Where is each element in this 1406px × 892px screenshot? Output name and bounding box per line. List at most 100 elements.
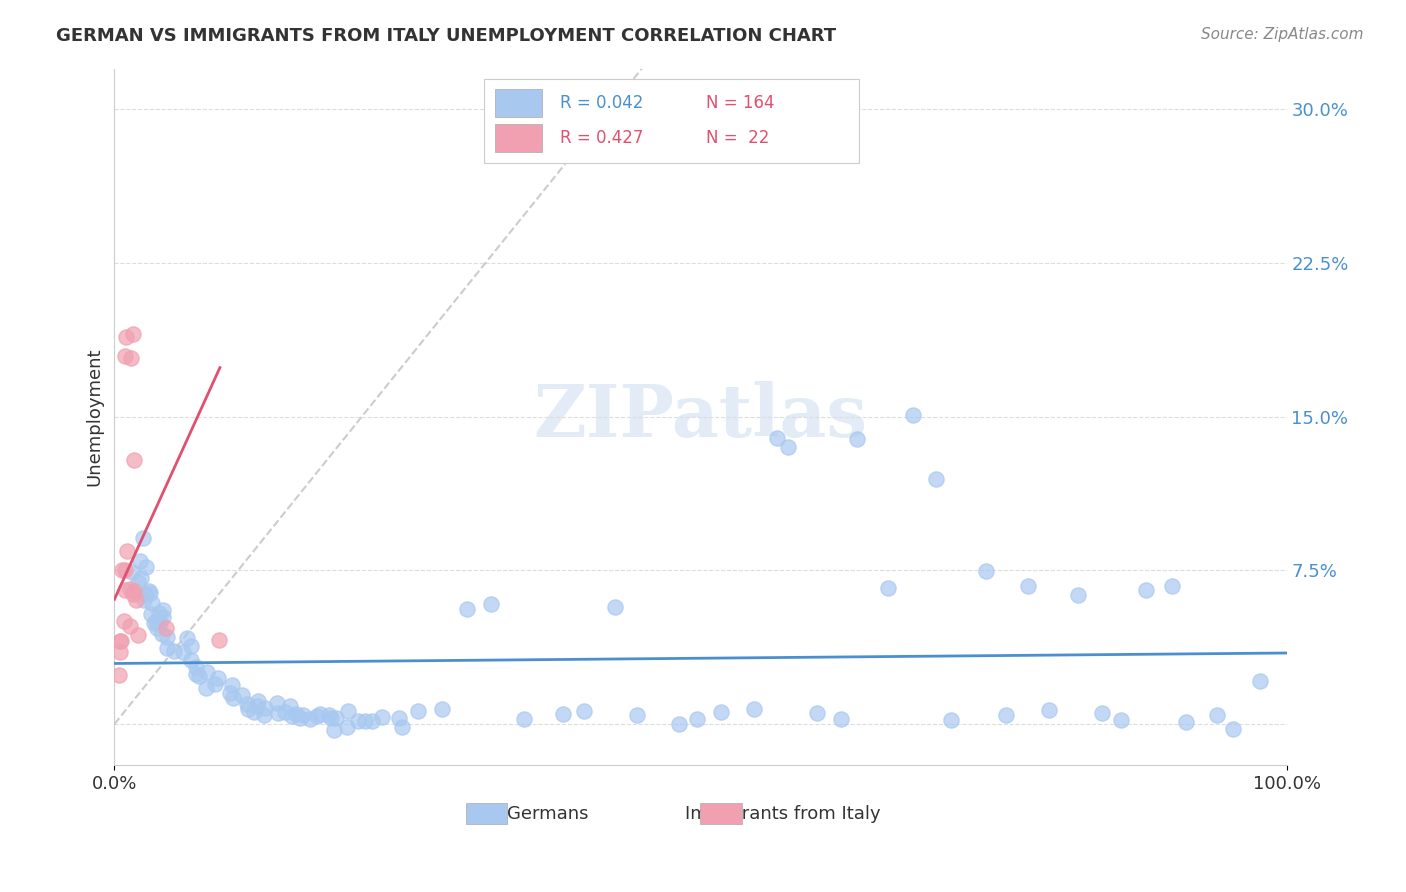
Germans <box>553 706 575 721</box>
Germans <box>1161 579 1184 593</box>
FancyBboxPatch shape <box>484 79 859 162</box>
Germans <box>456 602 478 616</box>
Immigrants from Italy <box>120 619 142 633</box>
Text: R = 0.427: R = 0.427 <box>560 129 643 147</box>
Immigrants from Italy <box>127 628 149 642</box>
Immigrants from Italy <box>120 351 142 366</box>
Germans <box>149 615 172 629</box>
Bar <box>465 804 508 824</box>
Immigrants from Italy <box>122 584 145 599</box>
Germans <box>127 574 149 589</box>
Germans <box>353 714 375 728</box>
Germans <box>267 706 290 720</box>
Germans <box>925 472 948 486</box>
Germans <box>336 720 359 734</box>
Germans <box>1017 579 1039 593</box>
Text: R = 0.042: R = 0.042 <box>560 95 643 112</box>
Germans <box>744 702 766 716</box>
Germans <box>319 711 342 725</box>
Germans <box>150 627 173 641</box>
Germans <box>195 681 218 695</box>
Germans <box>1174 715 1197 730</box>
Germans <box>195 665 218 679</box>
Germans <box>347 714 370 729</box>
Germans <box>995 708 1018 723</box>
Germans <box>235 697 257 711</box>
Germans <box>254 701 277 715</box>
Immigrants from Italy <box>122 326 145 341</box>
Germans <box>513 712 536 726</box>
Germans <box>1135 583 1157 598</box>
Germans <box>204 677 226 691</box>
Germans <box>148 606 170 620</box>
Germans <box>132 593 155 607</box>
Immigrants from Italy <box>118 582 141 596</box>
Germans <box>766 432 789 446</box>
Germans <box>1249 673 1271 688</box>
Germans <box>278 699 301 714</box>
Germans <box>129 554 152 568</box>
Germans <box>155 640 177 655</box>
Germans <box>135 560 157 574</box>
Germans <box>605 600 627 615</box>
Germans <box>152 609 174 624</box>
Text: N = 164: N = 164 <box>706 95 775 112</box>
Germans <box>274 705 297 719</box>
Germans <box>138 586 160 600</box>
Germans <box>285 706 308 721</box>
Germans <box>830 712 852 726</box>
Germans <box>172 645 194 659</box>
Bar <box>700 804 741 824</box>
Germans <box>219 686 242 700</box>
Germans <box>253 708 276 723</box>
Immigrants from Italy <box>115 544 138 558</box>
Germans <box>371 710 394 724</box>
Immigrants from Italy <box>108 668 131 682</box>
Germans <box>146 621 169 635</box>
Germans <box>776 440 799 454</box>
Germans <box>221 678 243 692</box>
Immigrants from Italy <box>122 453 145 467</box>
Germans <box>243 706 266 720</box>
Germans <box>207 671 229 685</box>
Germans <box>846 432 869 446</box>
Germans <box>138 584 160 599</box>
Germans <box>139 607 162 622</box>
Germans <box>406 705 429 719</box>
Germans <box>180 653 202 667</box>
Germans <box>941 714 963 728</box>
Text: Germans: Germans <box>508 805 589 822</box>
Germans <box>876 581 898 595</box>
Germans <box>163 644 186 658</box>
Immigrants from Italy <box>114 583 136 598</box>
Text: N =  22: N = 22 <box>706 129 769 147</box>
Germans <box>176 631 198 645</box>
Germans <box>152 603 174 617</box>
Germans <box>121 565 143 579</box>
Germans <box>974 564 997 578</box>
Germans <box>479 597 502 611</box>
Immigrants from Italy <box>110 645 132 659</box>
Germans <box>432 702 454 716</box>
Germans <box>288 711 311 725</box>
Germans <box>246 698 269 713</box>
Germans <box>1222 722 1244 736</box>
Germans <box>180 639 202 653</box>
Germans <box>361 714 384 729</box>
Immigrants from Italy <box>114 563 136 577</box>
Germans <box>129 571 152 585</box>
Germans <box>1109 714 1132 728</box>
Germans <box>134 587 156 601</box>
Text: Immigrants from Italy: Immigrants from Italy <box>685 805 880 822</box>
Germans <box>281 709 304 723</box>
Immigrants from Italy <box>125 592 148 607</box>
Immigrants from Italy <box>111 563 134 577</box>
Immigrants from Italy <box>112 615 135 629</box>
Immigrants from Italy <box>114 349 136 363</box>
Germans <box>246 694 269 708</box>
Germans <box>299 712 322 726</box>
Germans <box>322 723 344 738</box>
Germans <box>266 696 288 710</box>
Germans <box>309 707 332 722</box>
Germans <box>1038 703 1060 717</box>
